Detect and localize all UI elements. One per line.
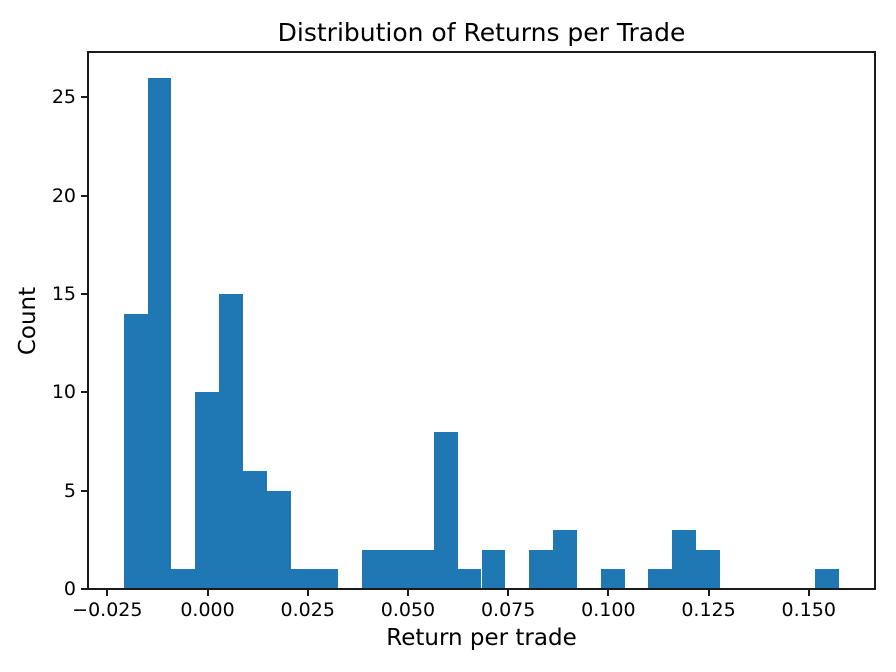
x-tick-label: 0.125 [681, 599, 736, 621]
histogram-bar [672, 529, 697, 589]
histogram-bar [553, 529, 577, 589]
y-tick-mark [81, 391, 87, 394]
x-tick-label: 0.150 [781, 599, 836, 621]
x-tick-mark [406, 590, 409, 596]
histogram-bar [409, 549, 434, 589]
histogram-bar [243, 470, 267, 589]
x-tick-label: −0.025 [72, 599, 143, 621]
x-tick-mark [206, 590, 209, 596]
histogram-bar [147, 77, 172, 589]
histogram-bar [123, 313, 148, 589]
x-tick-label: 0.025 [280, 599, 335, 621]
y-tick-label: 15 [51, 282, 76, 305]
histogram-bar [529, 549, 554, 589]
histogram-bar [195, 392, 220, 589]
y-tick-label: 5 [63, 479, 76, 502]
y-tick-label: 25 [51, 86, 76, 109]
histogram-bar [314, 569, 339, 589]
x-tick-label: 0.100 [581, 599, 636, 621]
histogram-bar [290, 569, 315, 589]
histogram-bar [481, 549, 506, 589]
histogram-bar [433, 431, 458, 589]
y-tick-label: 10 [51, 381, 76, 404]
x-tick-mark [507, 590, 510, 596]
chart-title: Distribution of Returns per Trade [277, 18, 686, 47]
x-tick-label: 0.050 [380, 599, 436, 621]
y-tick-mark [81, 588, 87, 590]
x-tick-mark [607, 590, 610, 596]
y-tick-mark [81, 489, 87, 492]
histogram-bar [386, 549, 410, 589]
y-tick-mark [81, 194, 87, 197]
histogram-bar [696, 549, 720, 589]
y-tick-mark [81, 96, 87, 99]
histogram-bar [266, 490, 291, 589]
histogram-bar [815, 569, 840, 589]
x-tick-label: 0.000 [180, 599, 235, 621]
plot-area [87, 51, 876, 590]
y-tick-mark [81, 292, 87, 295]
x-tick-mark [106, 590, 109, 596]
y-tick-label: 0 [63, 578, 76, 600]
histogram-bar [171, 569, 196, 589]
histogram-bar [600, 569, 625, 589]
y-tick-label: 20 [51, 184, 76, 207]
histogram-bar [362, 549, 387, 589]
x-tick-mark [807, 590, 810, 596]
x-tick-mark [306, 590, 309, 596]
histogram-bar [219, 293, 243, 589]
histogram-bar [648, 569, 673, 589]
x-tick-label: 0.075 [480, 599, 536, 621]
x-axis-label: Return per trade [386, 625, 577, 651]
histogram-bar [457, 569, 482, 589]
x-tick-mark [707, 590, 710, 596]
